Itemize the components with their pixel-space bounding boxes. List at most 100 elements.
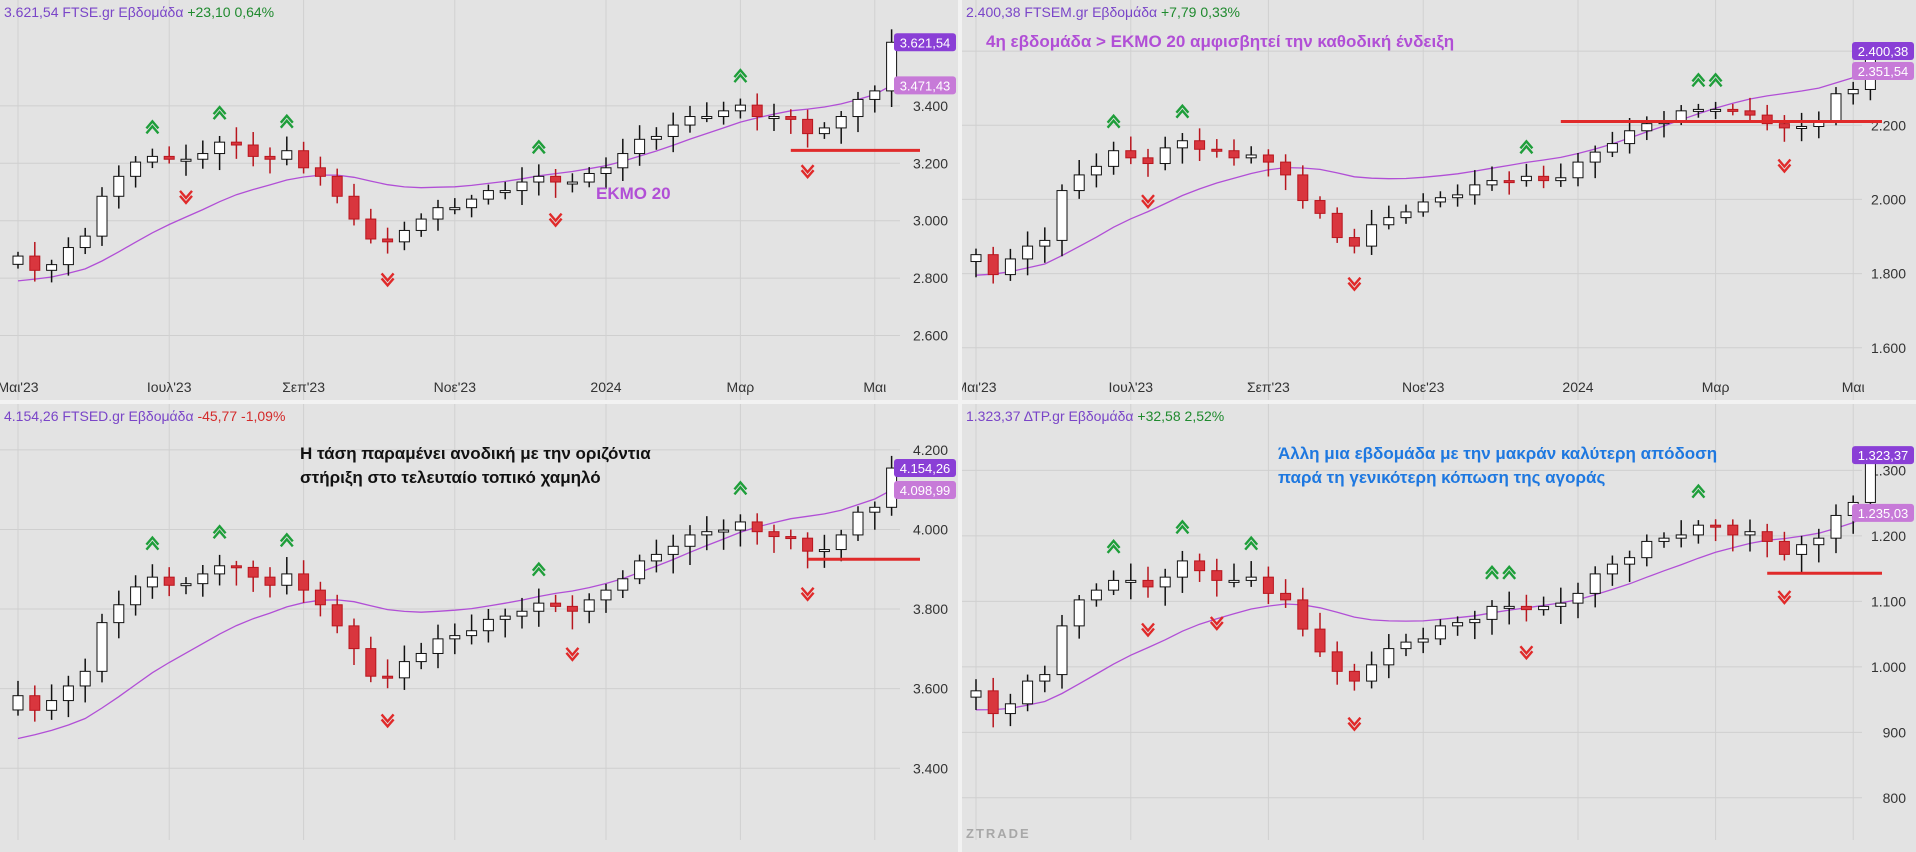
x-tick-label: 2024 xyxy=(1562,379,1593,395)
grid xyxy=(0,0,900,400)
candle xyxy=(214,135,226,171)
candle xyxy=(1056,184,1068,257)
swing-arrows xyxy=(1106,483,1792,732)
candle xyxy=(1314,196,1326,219)
candle xyxy=(1056,614,1068,689)
y-tick-label: 1.100 xyxy=(1871,593,1906,609)
y-tick-label: 2.200 xyxy=(1871,117,1906,133)
candle xyxy=(432,199,444,231)
last-price-text: 2.400,38 xyxy=(1858,44,1909,59)
watermark: ZTRADE xyxy=(966,826,1031,841)
swing-low-arrow xyxy=(380,272,395,288)
candle xyxy=(718,101,730,125)
candle xyxy=(348,618,360,666)
header-change: +7,79 xyxy=(1160,4,1197,20)
candle xyxy=(1022,231,1034,276)
candle xyxy=(566,173,578,193)
candle xyxy=(1624,550,1636,583)
ema-20-line xyxy=(17,84,892,282)
header-change: +32,58 xyxy=(1137,408,1181,424)
candle xyxy=(12,680,24,716)
candle xyxy=(701,516,713,551)
candle xyxy=(1761,523,1773,558)
candle xyxy=(1194,128,1206,161)
swing-high-arrow xyxy=(1519,139,1534,155)
candle xyxy=(1366,651,1378,689)
candle xyxy=(1176,133,1188,164)
header-change-pct: 0,64% xyxy=(234,4,275,20)
ema-20-line xyxy=(17,489,892,740)
candle xyxy=(583,167,595,188)
swing-low-arrow xyxy=(800,586,815,602)
candle xyxy=(1176,550,1188,593)
candle xyxy=(499,181,511,200)
chart-panel-ftse[interactable]: 2.600 2.800 3.000 3.200 3.400 3.621,54 3.471,4… xyxy=(0,0,958,400)
header-price: 2.400,38 xyxy=(966,4,1021,20)
horizontal-divider xyxy=(0,400,1916,404)
candle xyxy=(768,103,780,131)
header-change-pct: 0,33% xyxy=(1200,4,1241,20)
swing-high-arrow xyxy=(1106,113,1121,129)
candle xyxy=(1538,596,1550,616)
x-tick-label: Ιουλ'23 xyxy=(147,379,192,395)
y-tick-label: 1.200 xyxy=(1871,528,1906,544)
candle xyxy=(1555,163,1567,187)
header-price: 4.154,26 xyxy=(4,408,59,424)
candle xyxy=(1641,534,1653,567)
y-tick-label: 4.000 xyxy=(913,521,948,537)
candle xyxy=(1417,193,1429,217)
header-symbol: FTSED.gr xyxy=(62,408,125,424)
candle xyxy=(1417,627,1429,654)
candle xyxy=(449,198,461,215)
candle xyxy=(1538,165,1550,189)
candle xyxy=(1778,115,1790,142)
candle xyxy=(650,127,662,150)
chart-panel-ftsed[interactable]: 3.400 3.600 3.800 4.000 4.200 4.154,26 4.098,9… xyxy=(0,404,958,840)
candle xyxy=(1572,582,1584,619)
candle xyxy=(1090,583,1102,607)
candle xyxy=(1486,600,1498,635)
candle xyxy=(1073,160,1085,199)
chart-panel-dtr[interactable]: 800 900 1.000 1.100 1.200 1.300 1.323,37 1.235,… xyxy=(962,404,1916,840)
candle xyxy=(415,213,427,237)
candle xyxy=(62,237,74,276)
header-change-pct: -1,09% xyxy=(241,408,286,424)
last-price-text: 3.621,54 xyxy=(900,35,951,50)
x-tick-label: Μαι'23 xyxy=(962,379,997,395)
candle xyxy=(1004,248,1016,281)
header-change: -45,77 xyxy=(197,408,238,424)
candle xyxy=(1778,531,1790,561)
y-tick-label: 3.000 xyxy=(913,213,948,229)
y-tick-label: 1.600 xyxy=(1871,340,1906,356)
x-tick-label: Μαρ xyxy=(727,379,755,395)
ema-value-tag: 3.471,43 xyxy=(894,76,956,95)
ema-20-line xyxy=(975,68,1871,276)
chart-panel-ftsem[interactable]: 1.6001.8002.0002.2002.4002.400,382.351,5… xyxy=(962,0,1916,400)
candle xyxy=(1469,610,1481,640)
candle xyxy=(852,91,864,133)
candle xyxy=(987,677,999,728)
candle xyxy=(1073,595,1085,639)
y-tick-label: 1.300 xyxy=(1871,462,1906,478)
header-period: Εβδομάδα xyxy=(128,408,194,424)
candle xyxy=(331,168,343,204)
candle xyxy=(146,148,158,169)
y-tick-label: 3.400 xyxy=(913,760,948,776)
candle xyxy=(314,156,326,186)
swing-high-arrow xyxy=(1691,72,1706,88)
candle xyxy=(1262,566,1274,605)
candle xyxy=(1520,163,1532,187)
candle xyxy=(466,194,478,218)
swing-low-arrow xyxy=(1141,194,1155,209)
header-period: Εβδομάδα xyxy=(1068,408,1134,424)
candle xyxy=(869,85,881,113)
y-tick-label: 3.200 xyxy=(913,155,948,171)
y-tick-label: 3.800 xyxy=(913,601,948,617)
candle xyxy=(29,685,41,722)
candle xyxy=(550,594,562,613)
candle xyxy=(230,127,242,159)
swing-arrows xyxy=(1106,72,1792,292)
swing-high-arrow xyxy=(1244,535,1259,551)
candle xyxy=(1348,228,1360,254)
